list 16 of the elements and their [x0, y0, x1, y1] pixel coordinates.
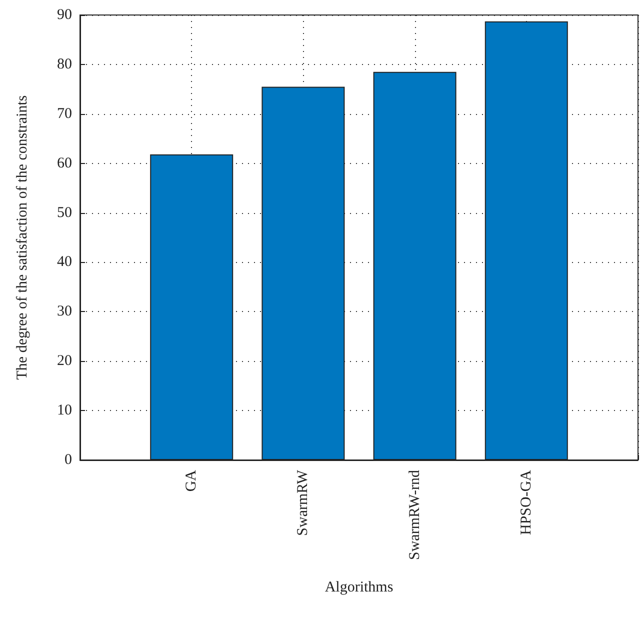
y-tick-label: 40: [57, 254, 72, 270]
y-tick-label: 10: [57, 402, 72, 419]
y-tick-label: 90: [57, 7, 72, 23]
y-axis-title: The degree of the satisfaction of the constraints: [14, 95, 30, 380]
x-tick-label: HPSO-GA: [518, 470, 534, 536]
x-axis-title: Algorithms: [324, 580, 394, 596]
y-tick-label: 0: [64, 452, 72, 468]
y-tick-label: 80: [57, 56, 72, 72]
x-tick-label: SwarmRW-rnd: [406, 470, 423, 560]
y-tick-label: 20: [57, 353, 72, 370]
x-tick-label: GA: [184, 470, 200, 492]
y-tick-label: 60: [57, 155, 72, 172]
x-tick-label: SwarmRW: [295, 469, 312, 536]
y-tick-label: 30: [57, 304, 72, 320]
y-tick-label: 70: [57, 106, 72, 122]
y-tick-label: 50: [57, 204, 72, 221]
